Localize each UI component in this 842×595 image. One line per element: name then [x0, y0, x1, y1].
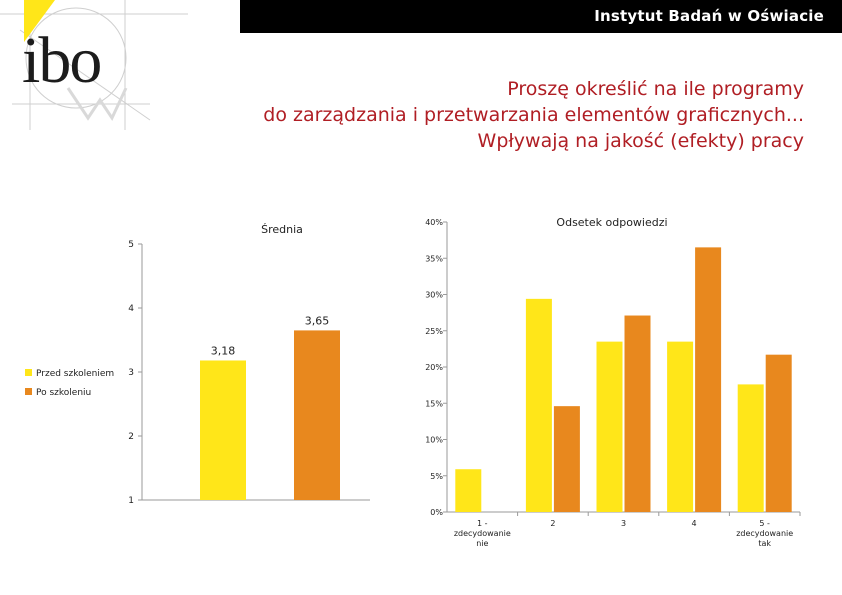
- y-tick-label: 15%: [425, 399, 443, 408]
- x-tick-label-line: zdecydowanie: [736, 529, 793, 538]
- x-tick-label-line: 4: [692, 519, 697, 528]
- x-tick-label-line: 2: [550, 519, 555, 528]
- data-label: 3,18: [211, 344, 236, 357]
- x-tick-label: 2: [550, 519, 555, 528]
- logo-decoration: [0, 0, 188, 130]
- legend-swatch: [25, 369, 32, 376]
- y-tick-label: 5: [128, 240, 134, 250]
- bar-after: [695, 247, 722, 512]
- data-label: 3,65: [305, 314, 330, 327]
- y-tick-label: 0%: [430, 508, 443, 517]
- x-tick-label: 4: [692, 519, 697, 528]
- x-tick-label-line: 5 -: [759, 519, 770, 528]
- y-tick-label: 20%: [425, 363, 443, 372]
- chart-title: Odsetek odpowiedzi: [556, 216, 667, 229]
- x-tick-label-line: 1 -: [477, 519, 488, 528]
- bar-before: [525, 298, 552, 512]
- legend-label: Po szkoleniu: [36, 388, 91, 398]
- bar-after: [624, 315, 651, 512]
- bar-before: [596, 341, 623, 512]
- title-line-2: do zarządzania i przetwarzania elementów…: [263, 104, 804, 126]
- y-tick-label: 40%: [425, 218, 443, 227]
- x-tick-label-line: nie: [476, 539, 488, 548]
- institute-name: Instytut Badań w Oświacie: [594, 7, 824, 25]
- logo: ibo: [22, 24, 102, 97]
- slide-title: Proszę określić na ile programy do zarzą…: [204, 76, 804, 154]
- bar-before: [667, 341, 694, 512]
- y-tick-label: 1: [128, 496, 134, 506]
- y-tick-label: 35%: [425, 254, 443, 263]
- y-tick-label: 4: [128, 304, 134, 314]
- x-tick-label: 5 -zdecydowanie tak: [736, 519, 793, 548]
- bar-before: [737, 384, 764, 512]
- bar-before: [455, 469, 482, 512]
- x-tick-label: 3: [621, 519, 626, 528]
- header-bar: Instytut Badań w Oświacie: [240, 0, 842, 33]
- legend-swatch: [25, 388, 32, 395]
- x-tick-label-line: 3: [621, 519, 626, 528]
- y-tick-label: 30%: [425, 291, 443, 300]
- x-tick-label-line: tak: [758, 539, 771, 548]
- y-tick-label: 10%: [425, 436, 443, 445]
- y-tick-label: 3: [128, 368, 134, 378]
- y-tick-label: 25%: [425, 327, 443, 336]
- legend: Przed szkoleniem Po szkoleniu: [25, 369, 114, 398]
- y-tick-label: 5%: [430, 472, 443, 481]
- bar-after: [765, 354, 792, 512]
- bar: [294, 330, 340, 500]
- legend-label: Przed szkoleniem: [36, 369, 114, 379]
- x-tick-label-line: zdecydowanie: [454, 529, 511, 538]
- percent-chart: 0% 5% 10% 15% 20% 25% 30% 35% 40% Odsetek odpowie…: [425, 216, 801, 548]
- title-line-1: Proszę określić na ile programy: [507, 78, 804, 100]
- y-tick-label: 2: [128, 432, 134, 442]
- mean-chart: 1 2 3 4 5 Średnia 3,18 3,65: [128, 223, 370, 506]
- bar-after: [553, 406, 580, 512]
- bar: [200, 360, 246, 500]
- title-line-3: Wpływają na jakość (efekty) pracy: [477, 130, 804, 152]
- x-tick-label: 1 -zdecydowanie nie: [454, 519, 511, 548]
- chart-title: Średnia: [261, 223, 303, 236]
